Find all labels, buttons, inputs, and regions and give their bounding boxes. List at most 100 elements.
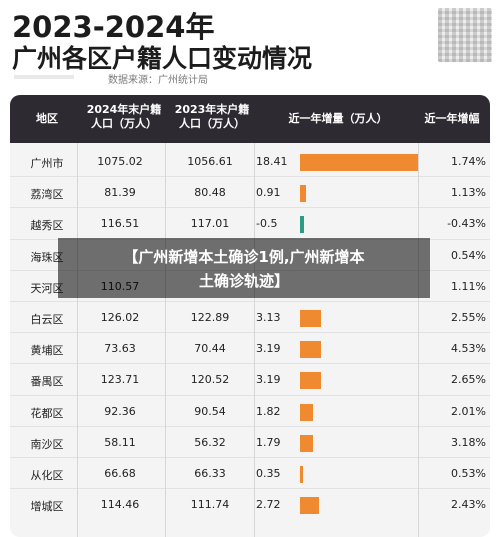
cell-rate: 1.13% bbox=[451, 186, 486, 200]
cell-district: 天河区 bbox=[30, 281, 64, 295]
cell-pop2023: 90.54 bbox=[194, 404, 226, 418]
increase-bar bbox=[300, 434, 313, 452]
cell-district: 从化区 bbox=[30, 469, 64, 482]
cell-pop2024: 114.46 bbox=[100, 498, 140, 512]
increase-bar bbox=[300, 466, 303, 483]
table-row: 荔湾区 81.39 80.48 0.91 1.13% bbox=[10, 178, 490, 209]
increase-bar bbox=[300, 216, 304, 234]
cell-rate: 0.53% bbox=[451, 467, 486, 480]
table-header: 地区 2024年末户籍人口（万人） 2023年末户籍人口（万人） 近一年增量（万… bbox=[10, 95, 490, 143]
increase-bar bbox=[300, 310, 321, 327]
population-table: 地区 2024年末户籍人口（万人） 2023年末户籍人口（万人） 近一年增量（万… bbox=[10, 95, 490, 537]
row-divider bbox=[10, 176, 490, 178]
table-row: 从化区 66.68 66.33 0.35 0.53% bbox=[10, 459, 490, 490]
increase-bar bbox=[300, 403, 313, 421]
cell-pop2024: 116.51 bbox=[100, 217, 140, 231]
cell-pop2023: 1056.61 bbox=[187, 155, 233, 168]
column-divider bbox=[254, 143, 255, 537]
cell-rate: 1.74% bbox=[451, 155, 486, 168]
cell-rate: 3.18% bbox=[451, 435, 486, 449]
row-divider bbox=[10, 332, 490, 334]
banner-line-2: 土确诊轨迹】 bbox=[198, 272, 289, 290]
increase-bar bbox=[300, 341, 322, 359]
cell-district: 花都区 bbox=[30, 406, 64, 420]
cell-pop2024: 81.39 bbox=[104, 186, 136, 200]
cell-district: 荔湾区 bbox=[30, 188, 64, 202]
header-pop-2024: 2024年末户籍人口（万人） bbox=[86, 103, 162, 130]
header-pop-2023: 2023年末户籍人口（万人） bbox=[174, 103, 250, 130]
cell-rate: 1.11% bbox=[451, 279, 486, 293]
cell-rate: 2.01% bbox=[451, 404, 486, 418]
qr-code-icon bbox=[438, 8, 492, 62]
cell-pop2023: 111.74 bbox=[190, 498, 230, 512]
increase-bar bbox=[300, 497, 320, 515]
row-divider bbox=[10, 207, 490, 209]
row-divider bbox=[10, 394, 490, 396]
cell-increase: -0.5 bbox=[256, 217, 278, 231]
column-divider bbox=[165, 143, 166, 537]
column-divider bbox=[77, 143, 78, 537]
row-divider bbox=[10, 301, 490, 302]
row-divider bbox=[10, 488, 490, 490]
row-divider bbox=[10, 363, 490, 365]
cell-increase: 1.82 bbox=[256, 404, 281, 418]
cell-district: 白云区 bbox=[30, 313, 64, 326]
cell-pop2023: 117.01 bbox=[190, 217, 230, 231]
cell-district: 广州市 bbox=[30, 157, 64, 170]
headline-banner[interactable]: 【广州新增本土确诊1例,广州新增本 土确诊轨迹】 bbox=[58, 238, 430, 298]
cell-increase: 0.91 bbox=[256, 186, 281, 200]
increase-bar bbox=[300, 372, 322, 390]
increase-bar bbox=[300, 154, 418, 171]
cell-pop2023: 122.89 bbox=[190, 311, 230, 324]
cell-pop2024: 73.63 bbox=[104, 342, 136, 356]
banner-line-1: 【广州新增本土确诊1例,广州新增本 bbox=[123, 248, 365, 266]
table-row: 番禺区 123.71 120.52 3.19 2.65% bbox=[10, 365, 490, 396]
cell-pop2024: 1075.02 bbox=[97, 155, 143, 168]
cell-rate: 2.55% bbox=[451, 311, 486, 324]
cell-district: 增城区 bbox=[30, 500, 64, 514]
cell-pop2024: 58.11 bbox=[104, 435, 136, 449]
column-divider bbox=[418, 143, 419, 537]
table-row: 白云区 126.02 122.89 3.13 2.55% bbox=[10, 303, 490, 334]
increase-bar bbox=[300, 185, 307, 203]
cell-pop2024: 92.36 bbox=[104, 404, 136, 418]
cell-pop2024: 66.68 bbox=[104, 467, 136, 480]
cell-increase: 2.72 bbox=[256, 498, 281, 512]
row-divider bbox=[10, 425, 490, 427]
cell-pop2024: 123.71 bbox=[100, 373, 140, 387]
table-row: 海珠区 0.54% bbox=[10, 241, 490, 272]
table-row: 黄埔区 73.63 70.44 3.19 4.53% bbox=[10, 334, 490, 365]
cell-pop2023: 70.44 bbox=[194, 342, 226, 356]
cell-increase: 3.19 bbox=[256, 373, 281, 387]
page-title-year: 2023-2024年 bbox=[12, 10, 215, 44]
cell-rate: 2.43% bbox=[451, 498, 486, 512]
data-source-label: 数据来源：广州统计局 bbox=[108, 75, 208, 86]
header-increase: 近一年增量（万人） bbox=[288, 112, 388, 125]
header-district: 地区 bbox=[36, 112, 58, 125]
cell-district: 番禺区 bbox=[30, 375, 64, 389]
cell-increase: 3.13 bbox=[256, 311, 281, 324]
cell-increase: 1.79 bbox=[256, 435, 281, 449]
table-row: 广州市 1075.02 1056.61 18.41 1.74% bbox=[10, 147, 490, 178]
page-title: 广州各区户籍人口变动情况 bbox=[12, 44, 313, 73]
cell-pop2023: 120.52 bbox=[190, 373, 230, 387]
cell-increase: 0.35 bbox=[256, 467, 281, 480]
cell-pop2024: 126.02 bbox=[100, 311, 140, 324]
header-rate: 近一年增幅 bbox=[424, 112, 480, 125]
cell-increase: 18.41 bbox=[256, 155, 288, 168]
table-row: 花都区 92.36 90.54 1.82 2.01% bbox=[10, 397, 490, 428]
cell-rate: 0.54% bbox=[451, 248, 486, 262]
cell-pop2023: 66.33 bbox=[194, 467, 226, 480]
table-row: 越秀区 116.51 117.01 -0.5 -0.43% bbox=[10, 209, 490, 240]
cell-rate: 4.53% bbox=[451, 342, 486, 356]
cell-district: 海珠区 bbox=[30, 250, 64, 264]
cell-pop2023: 56.32 bbox=[194, 435, 226, 449]
cell-district: 黄埔区 bbox=[30, 344, 64, 358]
cell-increase: 3.19 bbox=[256, 342, 281, 356]
cell-pop2023: 80.48 bbox=[194, 186, 226, 200]
cell-district: 越秀区 bbox=[30, 219, 64, 233]
source-decoration bbox=[14, 75, 74, 79]
row-divider bbox=[10, 457, 490, 458]
table-row: 南沙区 58.11 56.32 1.79 3.18% bbox=[10, 428, 490, 459]
cell-rate: -0.43% bbox=[447, 217, 486, 231]
